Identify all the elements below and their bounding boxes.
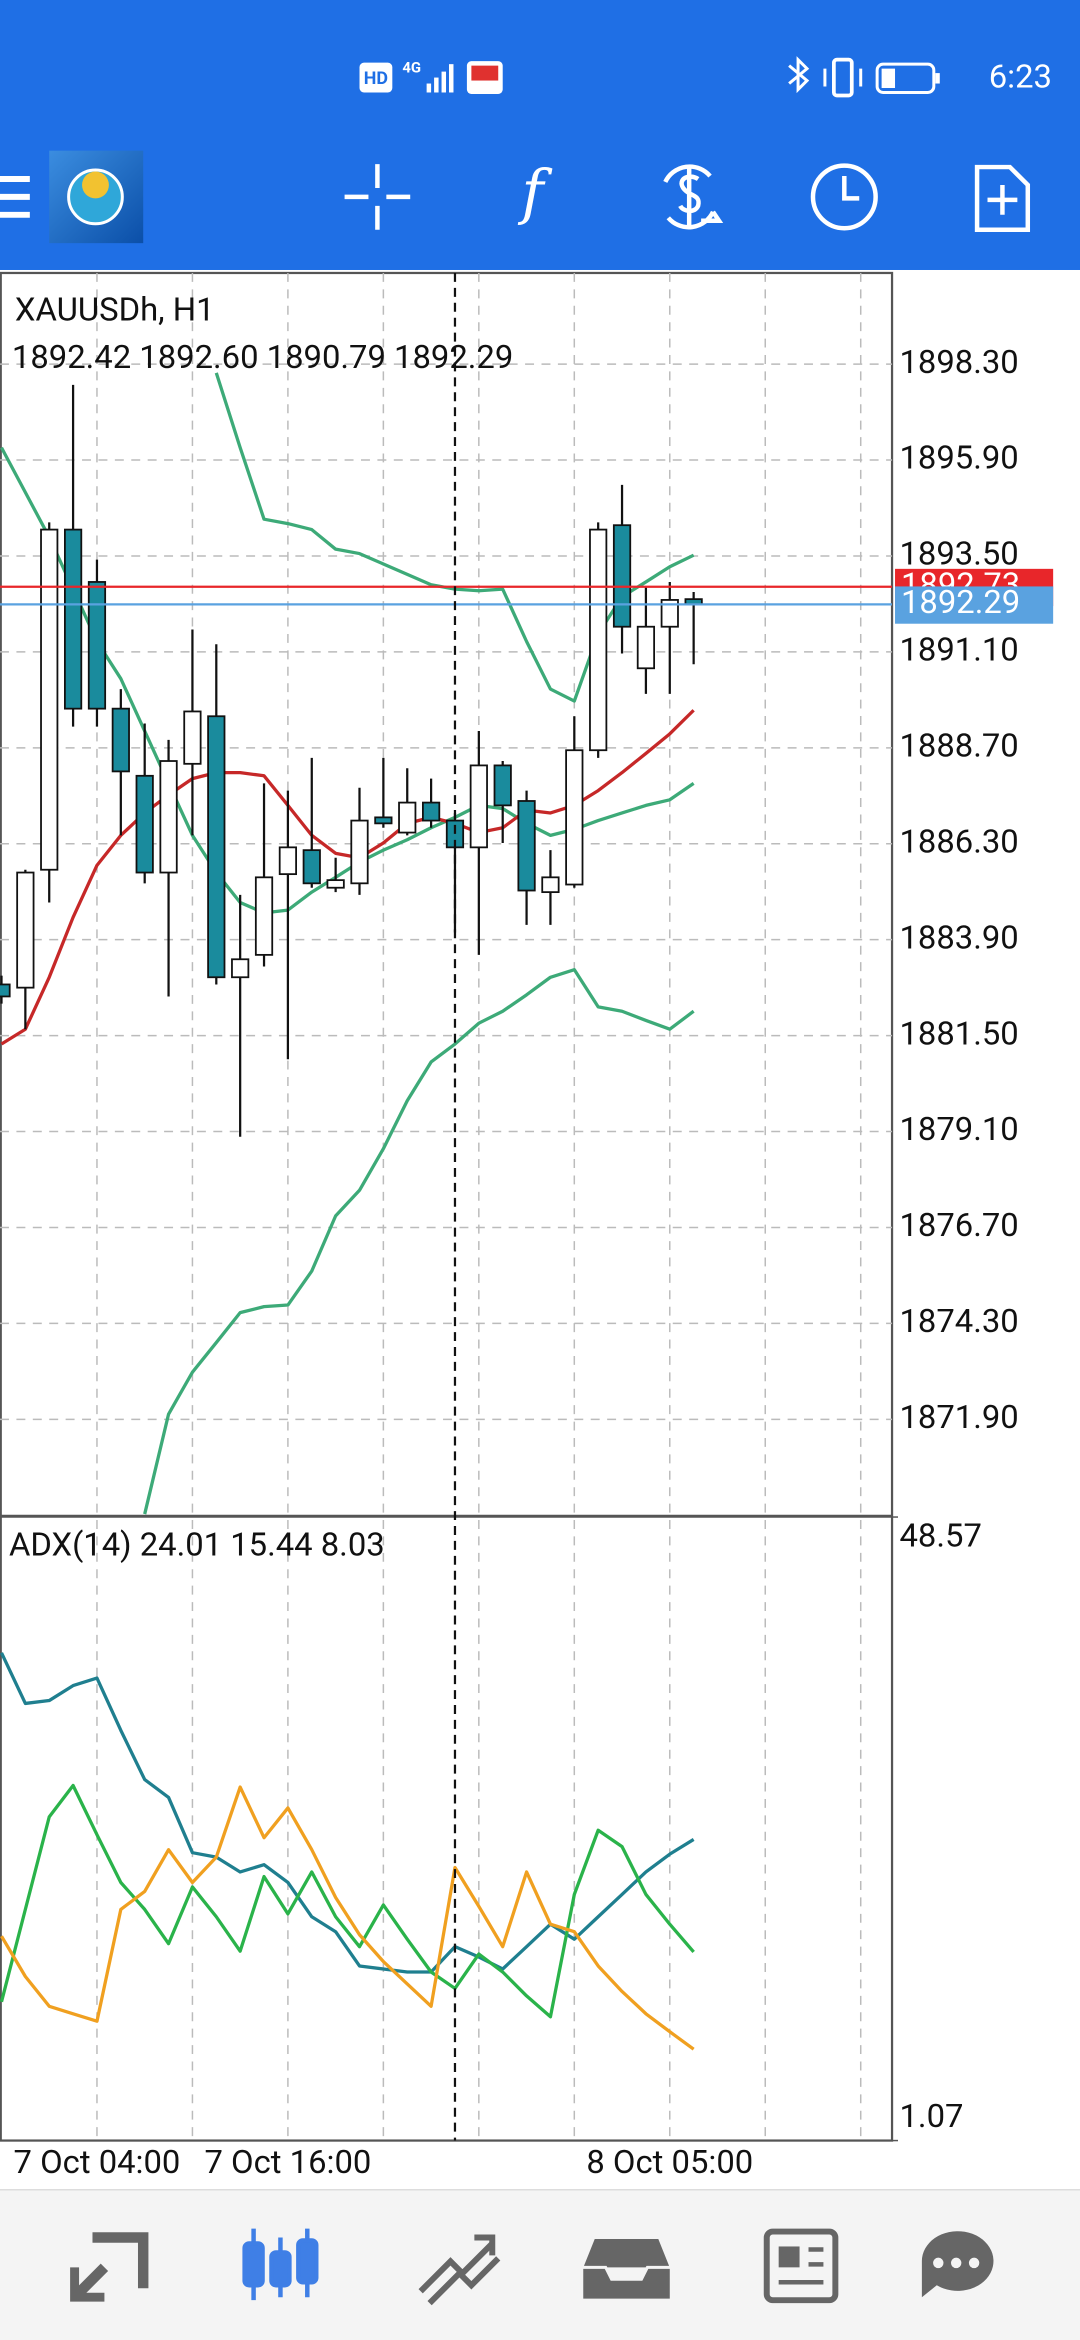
clock-time: 6:23 <box>989 59 1052 97</box>
candle-body <box>398 801 417 834</box>
chart-tab[interactable] <box>242 2228 319 2301</box>
hd-label: HD <box>364 68 388 89</box>
candle-body <box>159 760 178 874</box>
adx-label: ADX(14) 24.01 15.44 8.03 <box>9 1527 385 1565</box>
bottom-nav-bg <box>0 2189 1080 2340</box>
app-notification-icon-mark <box>471 65 499 81</box>
status-bar: HD 4G 6:23 <box>359 56 1052 98</box>
adx-panel <box>0 1652 695 2051</box>
menu-button[interactable] <box>0 176 30 218</box>
vibrate-icon-lines <box>823 68 863 87</box>
battery-tip <box>935 73 940 84</box>
candle-body <box>636 625 656 670</box>
candle-body <box>374 816 393 825</box>
ohlc-label: 1892.42 1892.60 1890.79 1892.29 <box>12 339 513 377</box>
candle-body <box>16 871 35 989</box>
candle-body <box>0 983 11 998</box>
candle-body <box>87 581 107 710</box>
y-tick-label: 1871.90 <box>900 1399 1019 1437</box>
candle-body <box>565 749 584 886</box>
history-tab[interactable] <box>580 2236 673 2302</box>
crosshair-button[interactable] <box>344 164 411 230</box>
battery-icon <box>875 62 936 94</box>
y-tick-label: 1898.30 <box>900 344 1019 382</box>
y-tick-label: 1893.50 <box>900 536 1019 574</box>
new-order-button-plus <box>987 184 1018 215</box>
period-button[interactable] <box>810 163 878 231</box>
candle-body <box>183 710 202 765</box>
candle-body <box>63 528 83 710</box>
candle-body <box>350 819 369 885</box>
hd-badge <box>359 62 393 93</box>
candle-body <box>493 764 512 807</box>
y-tick-label: 1883.90 <box>900 919 1019 957</box>
candle-body <box>517 800 536 892</box>
quotes-tab[interactable] <box>70 2232 149 2302</box>
symbol-label: XAUUSDh, H1 <box>15 291 215 329</box>
candle-body <box>612 524 632 628</box>
candle-body <box>111 707 130 773</box>
candle-body <box>326 879 345 889</box>
candle-body <box>302 849 321 885</box>
axes: 1898.30 1895.90 1893.50 1891.10 1888.70 1886.… <box>14 344 1054 2182</box>
y-tick-label: 1886.30 <box>900 823 1019 861</box>
y-tick-label: 1881.50 <box>900 1015 1019 1053</box>
y-tick-label: 48.57 <box>900 1518 982 1556</box>
new-order-button[interactable] <box>974 164 1031 232</box>
candle-body <box>254 876 274 956</box>
app-header <box>0 0 1080 270</box>
chart-frame <box>0 271 894 2142</box>
signal-bars <box>426 64 454 93</box>
candle-body <box>589 528 608 752</box>
trade-tab[interactable] <box>418 2234 501 2306</box>
candle-body <box>207 715 226 979</box>
signal-label: 4G <box>402 59 421 77</box>
vibrate-icon <box>832 57 854 98</box>
trade-button[interactable] <box>663 164 724 230</box>
indicator-line <box>143 968 695 1515</box>
period-button-hands <box>842 176 860 201</box>
bottom-nav <box>0 2189 1080 2340</box>
indicator-line <box>0 1783 695 2019</box>
candle-body <box>422 801 441 822</box>
toolbar: f <box>0 150 1031 244</box>
app-logo-badge <box>82 171 109 199</box>
candle-body <box>231 958 250 979</box>
battery-level <box>881 68 896 89</box>
y-tick-label: 1891.10 <box>900 632 1019 670</box>
candle-body <box>278 846 297 876</box>
y-tick-label: 1879.10 <box>900 1111 1019 1149</box>
candle-body <box>135 774 154 874</box>
price-tag-label: 1892.29 <box>901 584 1020 622</box>
x-tick-label: 8 Oct 05:00 <box>586 2144 753 2182</box>
y-tick-label: 1876.70 <box>900 1207 1019 1245</box>
x-tick-label: 7 Oct 16:00 <box>204 2144 371 2182</box>
price-tag <box>895 586 1054 624</box>
candle-body <box>541 876 560 894</box>
indicator-line <box>0 1785 695 2051</box>
y-tick-label: 1.07 <box>900 2098 964 2136</box>
candle-body <box>40 528 59 871</box>
y-tick-label: 1874.30 <box>900 1303 1019 1341</box>
candle-body <box>469 764 488 849</box>
messages-tab[interactable] <box>921 2231 994 2298</box>
y-tick-label: 1888.70 <box>900 727 1019 765</box>
y-tick-label: 1895.90 <box>900 440 1019 478</box>
x-tick-label: 7 Oct 04:00 <box>14 2144 181 2182</box>
news-tab[interactable] <box>763 2228 839 2304</box>
candle-body <box>660 599 679 628</box>
bluetooth-icon <box>788 56 810 94</box>
price-panel <box>0 372 893 1515</box>
